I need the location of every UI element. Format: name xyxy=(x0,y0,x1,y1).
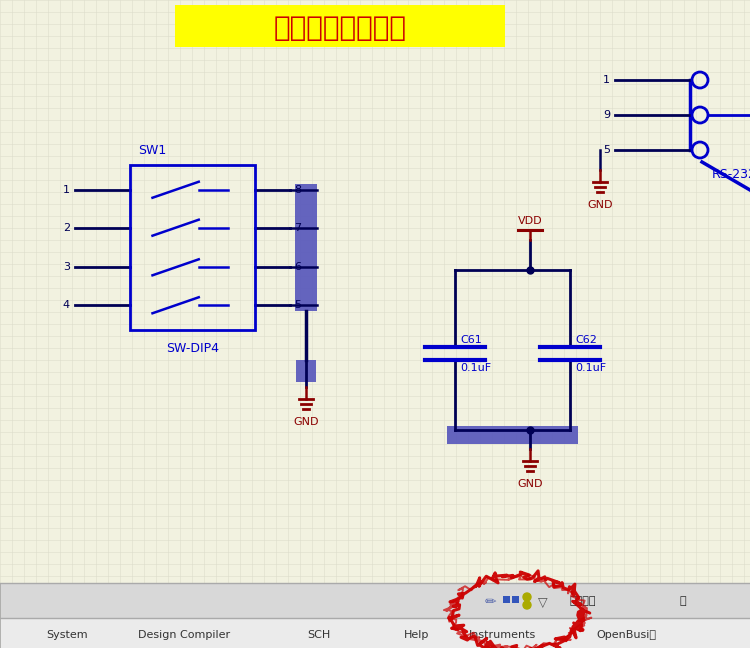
Text: ✏: ✏ xyxy=(484,595,496,609)
Text: 9: 9 xyxy=(603,110,610,120)
Text: OpenBusi调: OpenBusi调 xyxy=(596,630,656,640)
Text: 7: 7 xyxy=(294,223,301,233)
Text: 0.1uF: 0.1uF xyxy=(460,363,491,373)
Text: 5: 5 xyxy=(603,145,610,155)
Text: GND: GND xyxy=(293,417,319,427)
Text: 掩膜级别: 掩膜级别 xyxy=(570,596,596,606)
Bar xyxy=(512,596,519,603)
Text: VDD: VDD xyxy=(518,216,542,226)
Text: SCH: SCH xyxy=(308,630,330,640)
Text: Help: Help xyxy=(404,630,429,640)
Text: 1: 1 xyxy=(63,185,70,195)
Text: 5: 5 xyxy=(294,300,301,310)
Text: C62: C62 xyxy=(575,335,597,345)
Bar xyxy=(130,165,255,330)
Circle shape xyxy=(523,593,531,601)
Text: 调: 调 xyxy=(680,596,687,606)
Text: 1: 1 xyxy=(603,75,610,85)
Text: GND: GND xyxy=(518,479,543,489)
Text: 原理图中可以这样: 原理图中可以这样 xyxy=(274,14,406,42)
Bar xyxy=(0,583,750,618)
Text: ▽: ▽ xyxy=(538,596,548,608)
Text: Design Compiler: Design Compiler xyxy=(138,630,230,640)
Bar xyxy=(175,5,505,47)
Text: RS-232: RS-232 xyxy=(712,168,750,181)
Text: C61: C61 xyxy=(460,335,482,345)
Text: 3: 3 xyxy=(63,262,70,272)
Bar xyxy=(295,184,317,311)
Text: GND: GND xyxy=(587,200,613,210)
Bar xyxy=(503,596,510,603)
Bar xyxy=(296,360,316,382)
Text: SW1: SW1 xyxy=(138,144,166,157)
Text: 2: 2 xyxy=(63,223,70,233)
Text: 6: 6 xyxy=(294,262,301,272)
Text: 8: 8 xyxy=(294,185,301,195)
Bar xyxy=(447,426,578,444)
Text: Instruments: Instruments xyxy=(469,630,536,640)
Text: 4: 4 xyxy=(63,300,70,310)
Bar xyxy=(0,618,750,648)
Text: System: System xyxy=(46,630,88,640)
Text: 0.1uF: 0.1uF xyxy=(575,363,606,373)
Text: SW-DIP4: SW-DIP4 xyxy=(166,342,219,355)
Circle shape xyxy=(523,601,531,609)
